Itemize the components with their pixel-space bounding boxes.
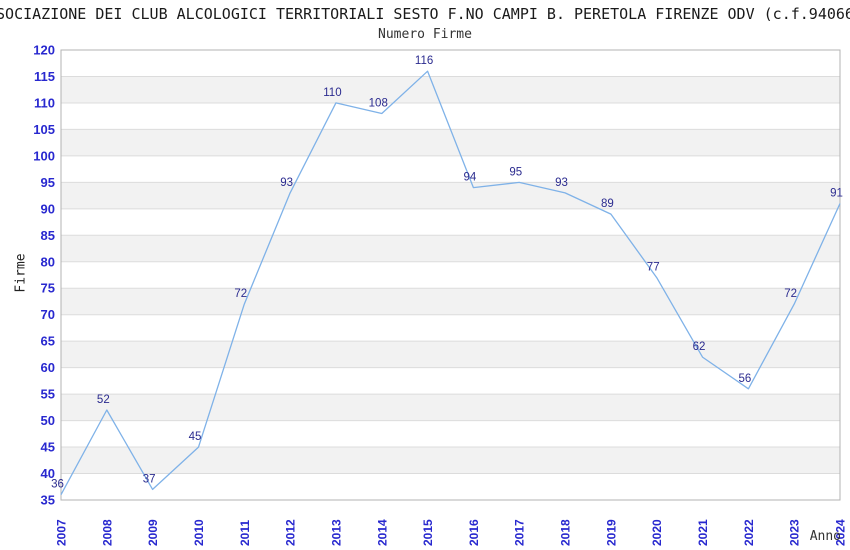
y-tick-label: 55 <box>41 387 55 402</box>
x-tick-label: 2014 <box>375 519 389 546</box>
plot-band <box>61 102 840 130</box>
x-tick-label: 2021 <box>696 519 710 546</box>
plot-band <box>61 314 840 342</box>
y-tick-label: 50 <box>41 413 55 428</box>
plot-band <box>61 76 840 103</box>
plot-border <box>60 49 841 501</box>
plot-band <box>61 288 840 315</box>
y-tick-label: 60 <box>41 360 55 375</box>
x-tick-label: 2016 <box>467 519 481 546</box>
y-tick-label: 80 <box>41 254 55 269</box>
plot-band <box>61 155 840 183</box>
data-point-label: 108 <box>369 98 388 110</box>
data-point-label: 72 <box>784 288 797 300</box>
data-point-label: 62 <box>693 341 706 353</box>
x-tick-label: 2012 <box>284 519 298 546</box>
x-tick-label: 2023 <box>788 519 802 546</box>
plot-band <box>61 341 840 368</box>
y-tick-label: 95 <box>41 175 55 190</box>
y-tick-label: 45 <box>41 440 55 455</box>
data-point-label: 52 <box>97 394 110 406</box>
data-point-label: 91 <box>830 188 843 200</box>
plot-band <box>61 473 840 500</box>
data-point-label: 77 <box>647 262 660 274</box>
y-tick-label: 40 <box>41 466 55 481</box>
x-tick-label: 2011 <box>238 520 252 546</box>
plot-band <box>61 208 840 236</box>
data-line <box>60 70 841 496</box>
x-tick-label: 2010 <box>192 519 206 546</box>
x-tick-label: 2013 <box>329 519 343 546</box>
x-tick-label: 2018 <box>559 519 573 546</box>
y-tick-label: 75 <box>41 281 55 296</box>
y-tick-label: 35 <box>41 493 55 508</box>
data-point-label: 45 <box>189 431 202 443</box>
data-point-label: 94 <box>464 172 477 184</box>
data-point-label: 110 <box>323 87 341 99</box>
plot-band <box>61 367 840 395</box>
x-tick-label: 2020 <box>650 519 664 546</box>
y-tick-label: 90 <box>41 201 55 216</box>
y-tick-label: 110 <box>34 95 55 110</box>
data-point-label: 56 <box>738 373 751 385</box>
data-point-label: 36 <box>51 479 64 491</box>
data-point-label: 72 <box>234 288 247 300</box>
data-point-label: 95 <box>509 166 522 178</box>
y-tick-label: 65 <box>41 334 55 349</box>
data-point-label: 116 <box>415 55 433 67</box>
y-tick-label: 120 <box>33 43 55 58</box>
x-tick-label: 2009 <box>146 519 160 546</box>
y-tick-label: 105 <box>33 122 55 137</box>
y-tick-label: 100 <box>33 148 55 163</box>
x-tick-label: 2008 <box>100 519 114 546</box>
data-point-label: 89 <box>601 198 614 210</box>
x-tick-label: 2007 <box>55 519 69 546</box>
plot-band <box>61 50 840 77</box>
plot-band <box>61 420 840 448</box>
x-tick-label: 2022 <box>742 519 756 546</box>
x-tick-label: 2019 <box>604 519 618 546</box>
y-tick-label: 85 <box>41 228 55 243</box>
plot-band <box>61 447 840 474</box>
plot-band <box>61 394 840 421</box>
data-point-label: 37 <box>143 473 156 485</box>
x-tick-label: 2015 <box>421 519 435 546</box>
x-axis-title: Anno <box>809 529 841 544</box>
plot-band <box>61 261 840 289</box>
plot-band <box>61 129 840 156</box>
x-tick-label: 2024 <box>834 519 848 546</box>
plot-band <box>61 182 840 209</box>
data-point-label: 93 <box>555 177 568 189</box>
data-point-label: 93 <box>280 177 293 189</box>
y-tick-label: 115 <box>34 69 55 84</box>
chart-title: Numero Firme <box>378 27 472 42</box>
y-tick-label: 70 <box>41 307 55 322</box>
x-tick-label: 2017 <box>513 519 527 546</box>
plot-band <box>61 235 840 262</box>
banner-title: SOCIAZIONE DEI CLUB ALCOLOGICI TERRITORI… <box>0 5 850 23</box>
